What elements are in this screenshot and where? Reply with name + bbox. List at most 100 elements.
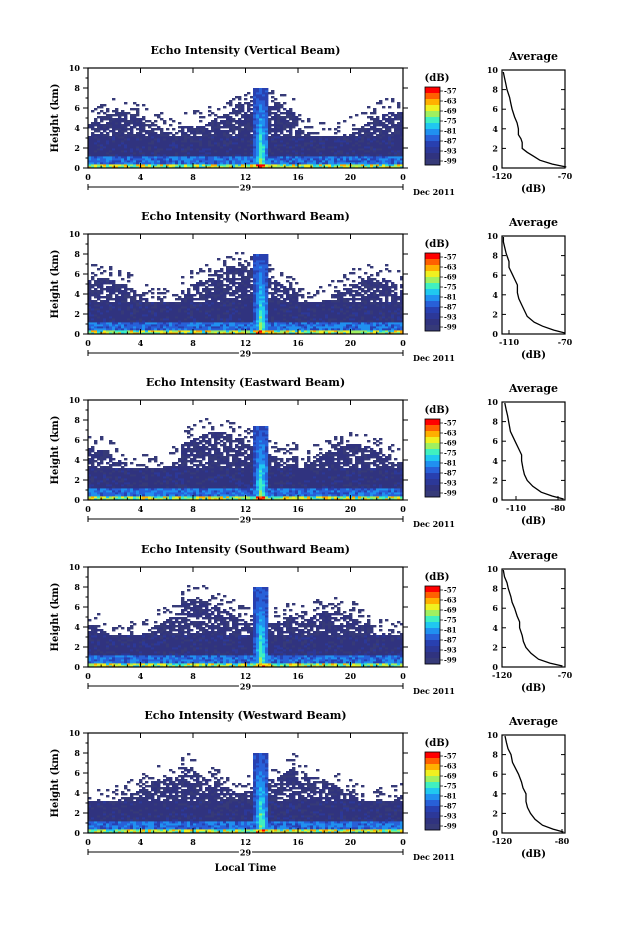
heatmap-cell	[259, 148, 263, 151]
heatmap-cell	[241, 124, 245, 127]
heatmap-cell	[229, 140, 233, 143]
heatmap-cell	[277, 146, 281, 149]
heatmap-cell	[100, 134, 104, 137]
heatmap-cell	[148, 302, 152, 305]
heatmap-cell	[301, 142, 305, 145]
heatmap-cell	[223, 152, 227, 155]
colorbar-tick-label: -57	[444, 87, 457, 96]
heatmap-cell	[397, 132, 401, 135]
heatmap-cell	[181, 162, 185, 165]
heatmap-cell	[121, 142, 125, 145]
heatmap-cell	[199, 322, 203, 325]
heatmap-cell	[262, 128, 266, 131]
heatmap-cell	[289, 162, 293, 165]
heatmap-cell	[193, 324, 197, 327]
heatmap-cell	[199, 306, 203, 309]
heatmap-cell	[367, 156, 371, 159]
heatmap-cell	[289, 156, 293, 159]
heatmap-cell	[169, 328, 173, 331]
heatmap-cell	[169, 118, 173, 121]
heatmap-cell	[397, 114, 401, 117]
heatmap-cell	[298, 164, 302, 167]
heatmap-cell	[118, 286, 122, 289]
heatmap-cell	[169, 306, 173, 309]
heatmap-cell	[274, 116, 278, 119]
heatmap-cell	[265, 160, 269, 163]
heatmap-cell	[172, 152, 176, 155]
heatmap-cell	[187, 310, 191, 313]
heatmap-cell	[202, 322, 206, 325]
heatmap-cell	[100, 312, 104, 315]
heatmap-cell	[256, 112, 260, 115]
heatmap-cell	[349, 288, 353, 291]
heatmap-cell	[151, 302, 155, 305]
heatmap-cell	[112, 142, 116, 145]
heatmap-cell	[286, 130, 290, 133]
heatmap-cell	[250, 100, 254, 103]
heatmap-cell	[259, 94, 263, 97]
heatmap-cell	[196, 148, 200, 151]
heatmap-cell	[163, 328, 167, 331]
heatmap-cell	[121, 138, 125, 141]
heatmap-cell	[301, 140, 305, 143]
heatmap-cell	[100, 304, 104, 307]
heatmap-cell	[331, 140, 335, 143]
heatmap-cell	[199, 298, 203, 301]
heatmap-cell	[370, 122, 374, 125]
heatmap-cell	[259, 164, 263, 167]
heatmap-cell	[241, 116, 245, 119]
heatmap-cell	[205, 282, 209, 285]
heatmap-cell	[217, 258, 221, 261]
heatmap-cell	[211, 134, 215, 137]
heatmap-cell	[232, 160, 236, 163]
heatmap-cell	[103, 126, 107, 129]
heatmap-cell	[256, 134, 260, 137]
heatmap-cell	[157, 152, 161, 155]
heatmap-cell	[130, 114, 134, 117]
heatmap-cell	[148, 124, 152, 127]
heatmap-cell	[376, 102, 380, 105]
heatmap-cell	[157, 292, 161, 295]
heatmap-cell	[289, 148, 293, 151]
heatmap-cell	[355, 144, 359, 147]
heatmap-cell	[112, 110, 116, 113]
heatmap-cell	[199, 162, 203, 165]
heatmap-cell	[103, 156, 107, 159]
heatmap-cell	[157, 288, 161, 291]
heatmap-cell	[196, 156, 200, 159]
heatmap-cell	[205, 304, 209, 307]
heatmap-cell	[184, 318, 188, 321]
heatmap-cell	[382, 144, 386, 147]
heatmap-cell	[97, 140, 101, 143]
heatmap-cell	[178, 160, 182, 163]
heatmap-cell	[115, 136, 119, 139]
heatmap-cell	[328, 136, 332, 139]
heatmap-cell	[214, 144, 218, 147]
heatmap-cell	[112, 130, 116, 133]
heatmap-cell	[223, 322, 227, 325]
heatmap-cell	[139, 150, 143, 153]
heatmap-cell	[124, 298, 128, 301]
heatmap-cell	[103, 140, 107, 143]
heatmap-cell	[112, 156, 116, 159]
heatmap-cell	[397, 106, 401, 109]
heatmap-cell	[382, 114, 386, 117]
heatmap-cell	[394, 140, 398, 143]
heatmap-cell	[172, 332, 176, 335]
heatmap-cell	[118, 126, 122, 129]
heatmap-cell	[256, 120, 260, 123]
heatmap-cell	[229, 118, 233, 121]
heatmap-cell	[217, 122, 221, 125]
heatmap-cell	[241, 128, 245, 131]
heatmap-cell	[130, 140, 134, 143]
heatmap-cell	[145, 136, 149, 139]
heatmap-cell	[133, 328, 137, 331]
heatmap-cell	[271, 130, 275, 133]
heatmap-cell	[283, 94, 287, 97]
heatmap-cell	[214, 156, 218, 159]
heatmap-cell	[271, 148, 275, 151]
heatmap-cell	[271, 140, 275, 143]
heatmap-cell	[91, 134, 95, 137]
heatmap-cell	[178, 314, 182, 317]
heatmap-cell	[346, 152, 350, 155]
